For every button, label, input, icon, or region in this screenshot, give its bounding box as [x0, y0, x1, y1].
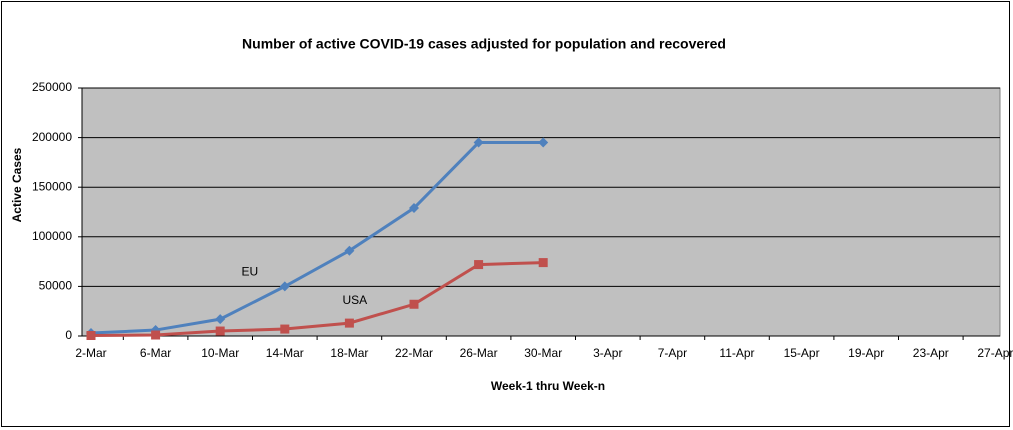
x-tick-label: 27-Apr [977, 346, 1013, 360]
point [344, 245, 355, 256]
point [344, 318, 354, 328]
point [86, 331, 96, 341]
point [279, 281, 290, 292]
y-axis-label: Active Cases [10, 147, 24, 222]
point [215, 326, 225, 336]
point [215, 314, 226, 325]
point [538, 137, 549, 148]
x-axis-label: Week-1 thru Week-n [491, 379, 605, 393]
x-tick-label: 23-Apr [913, 346, 949, 360]
y-tick-label: 100000 [32, 229, 72, 243]
plot-area [81, 87, 1001, 337]
series-label: USA [342, 293, 367, 307]
point [538, 258, 548, 268]
x-tick-label: 19-Apr [848, 346, 884, 360]
x-tick-label: 10-Mar [201, 346, 239, 360]
x-tick-label: 3-Apr [593, 346, 622, 360]
x-tick-label: 11-Apr [719, 346, 754, 360]
point [474, 260, 484, 270]
x-tick-label: 15-Apr [784, 346, 820, 360]
point [473, 137, 484, 148]
x-tick-label: 22-Mar [395, 346, 433, 360]
x-tick-label: 14-Mar [266, 346, 304, 360]
series-label: EU [241, 265, 258, 279]
x-tick-label: 2-Mar [75, 346, 106, 360]
series-line [90, 261, 544, 338]
y-tick-label: 50000 [39, 279, 73, 293]
y-tick-label: 150000 [32, 179, 72, 193]
point [409, 299, 419, 309]
chart-title: Number of active COVID-19 cases adjusted… [242, 36, 726, 52]
y-tick-label: 200000 [32, 130, 72, 144]
point [151, 330, 161, 340]
x-tick-label: 26-Mar [460, 346, 498, 360]
point [280, 324, 290, 334]
x-tick-label: 6-Mar [140, 346, 171, 360]
x-tick-label: 18-Mar [330, 346, 368, 360]
y-tick-label: 250000 [32, 80, 72, 94]
x-tick-label: 30-Mar [524, 346, 562, 360]
point [409, 203, 419, 214]
x-tick-label: 7-Apr [658, 346, 687, 360]
y-tick-label: 0 [65, 328, 72, 342]
series-line [90, 141, 544, 335]
